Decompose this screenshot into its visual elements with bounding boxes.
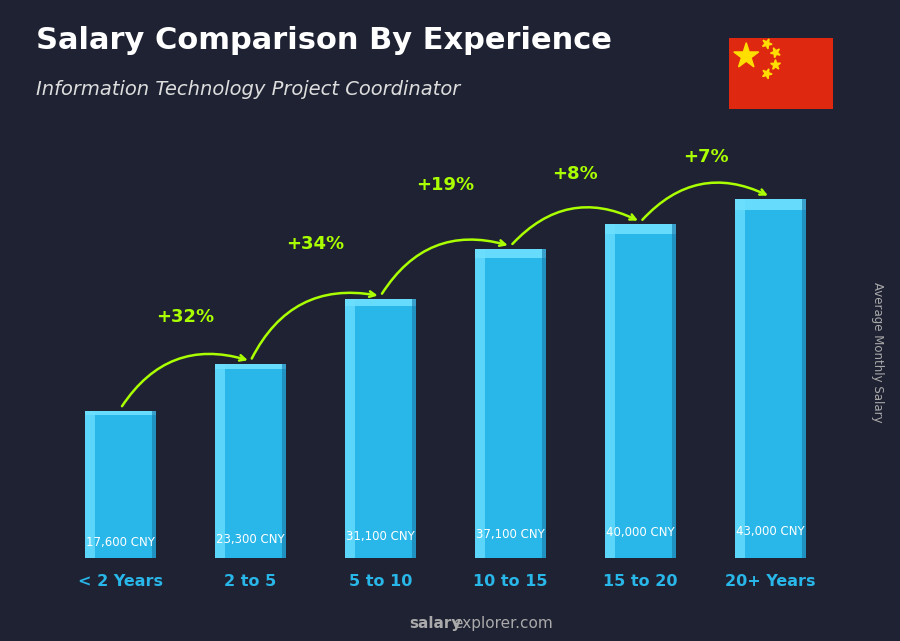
- Text: salary: salary: [410, 617, 462, 631]
- Bar: [412, 299, 416, 558]
- Bar: [85, 411, 157, 558]
- Bar: [605, 224, 616, 558]
- Bar: [215, 363, 286, 558]
- Polygon shape: [770, 48, 780, 58]
- Text: Information Technology Project Coordinator: Information Technology Project Coordinat…: [36, 80, 460, 99]
- Bar: [605, 224, 676, 558]
- Bar: [475, 249, 485, 558]
- Text: 37,100 CNY: 37,100 CNY: [476, 528, 544, 540]
- Text: +32%: +32%: [157, 308, 214, 326]
- Text: Salary Comparison By Experience: Salary Comparison By Experience: [36, 26, 612, 54]
- Bar: [672, 224, 676, 558]
- Bar: [802, 199, 806, 558]
- Bar: [215, 363, 286, 369]
- Text: +8%: +8%: [553, 165, 599, 183]
- Polygon shape: [762, 69, 772, 79]
- Bar: [85, 411, 95, 558]
- Bar: [605, 224, 676, 235]
- Bar: [475, 249, 546, 258]
- Bar: [345, 299, 416, 558]
- Text: 17,600 CNY: 17,600 CNY: [86, 536, 155, 549]
- Text: 31,100 CNY: 31,100 CNY: [346, 530, 415, 543]
- Text: Average Monthly Salary: Average Monthly Salary: [871, 282, 884, 423]
- Text: 40,000 CNY: 40,000 CNY: [607, 526, 675, 539]
- Text: +7%: +7%: [683, 148, 728, 166]
- Text: explorer.com: explorer.com: [453, 617, 553, 631]
- Bar: [282, 363, 286, 558]
- Bar: [475, 249, 546, 558]
- Bar: [85, 411, 157, 415]
- Bar: [734, 199, 745, 558]
- Text: +19%: +19%: [417, 176, 474, 194]
- Text: 43,000 CNY: 43,000 CNY: [736, 525, 805, 538]
- Bar: [542, 249, 546, 558]
- Text: +34%: +34%: [286, 235, 345, 253]
- Polygon shape: [734, 43, 759, 67]
- Bar: [345, 299, 356, 558]
- Bar: [152, 411, 157, 558]
- Polygon shape: [762, 39, 772, 49]
- Polygon shape: [770, 60, 780, 69]
- Bar: [215, 363, 226, 558]
- Bar: [345, 299, 416, 306]
- Text: 23,300 CNY: 23,300 CNY: [216, 533, 284, 546]
- Bar: [734, 199, 806, 558]
- Bar: [734, 199, 806, 210]
